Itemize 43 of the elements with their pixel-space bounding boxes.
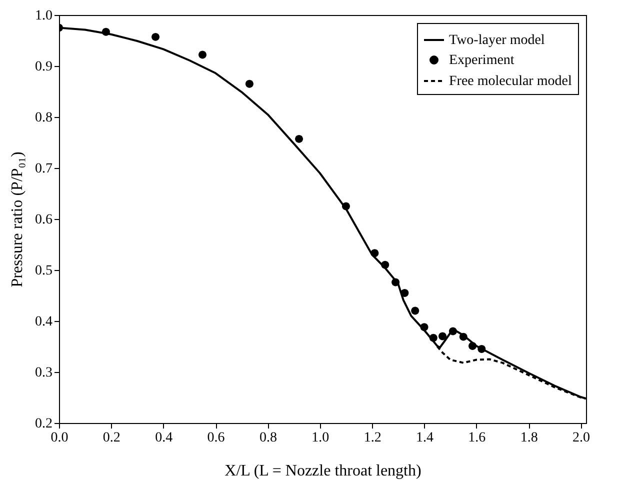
x-tick-label: 0.6 [207,430,225,446]
x-tick-label: 0.2 [102,430,120,446]
x-tick-label: 1.2 [364,430,382,446]
point [381,260,390,269]
y-tick-label: 0.3 [35,366,52,380]
y-tick-label: 0.4 [35,314,52,330]
legend-label: Experiment [449,53,514,68]
point [392,278,400,286]
legend-label: Free molecular model [449,74,572,89]
point [370,249,379,258]
point [478,345,486,354]
x-tick-label: 0.8 [259,430,277,446]
point [448,327,457,336]
y-axis-title: Pressure ratio (P/P₀₁) [9,152,26,288]
x-tick-label: 1.0 [312,430,330,446]
x-axis-title: X/L (L = Nozzle throat length) [224,462,422,480]
y-tick-label: 0.7 [35,162,52,176]
x-tick-label: 1.4 [416,430,434,446]
point [438,332,446,340]
point [245,80,254,88]
point [102,28,110,36]
y-tick-label: 0.9 [35,60,52,74]
y-tick-label: 0.2 [35,416,52,432]
x-tick-label: 0.4 [155,430,173,446]
x-tick-label: 1.8 [520,430,538,446]
point [198,50,206,59]
x-tick-label: 0.0 [50,430,68,446]
point [411,306,420,315]
point [152,32,160,41]
x-tick-label: 2.0 [572,430,590,446]
y-tick-label: 0.8 [35,110,52,126]
point [468,342,477,350]
point [342,202,350,210]
legend-label: Two-layer model [449,33,545,48]
point [420,323,428,332]
x-tick-label: 1.6 [468,430,486,446]
y-tick-label: 0.6 [35,212,52,228]
point [429,334,438,342]
y-tick-label: 1.0 [35,8,52,24]
y-tick-label: 0.5 [35,264,52,278]
point [295,134,304,143]
point [400,288,409,297]
point [459,332,468,341]
